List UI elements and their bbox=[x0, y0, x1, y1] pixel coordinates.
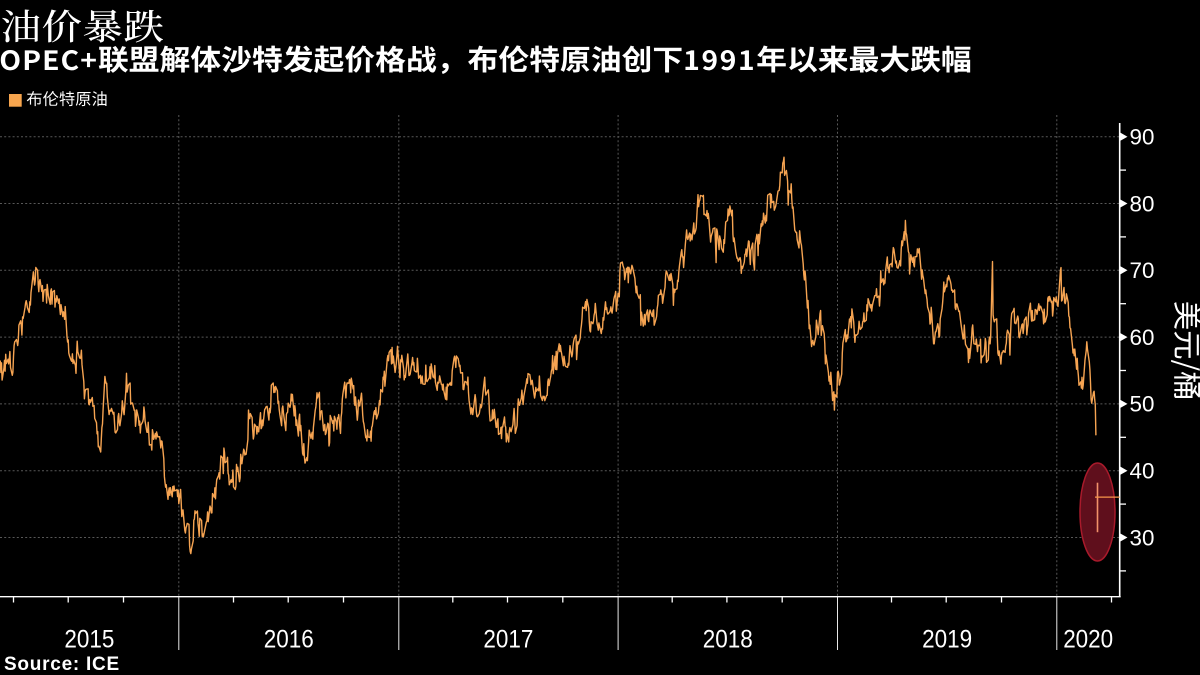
svg-text:2018: 2018 bbox=[703, 626, 753, 654]
svg-text:Source: ICE: Source: ICE bbox=[4, 654, 120, 675]
svg-text:2020: 2020 bbox=[1063, 626, 1113, 654]
svg-text:60: 60 bbox=[1130, 325, 1155, 350]
svg-text:2019: 2019 bbox=[922, 626, 972, 654]
svg-text:80: 80 bbox=[1130, 191, 1155, 216]
svg-text:40: 40 bbox=[1130, 459, 1155, 484]
svg-text:50: 50 bbox=[1130, 392, 1155, 417]
svg-text:30: 30 bbox=[1130, 525, 1155, 550]
svg-text:2016: 2016 bbox=[264, 626, 314, 654]
svg-text:90: 90 bbox=[1130, 125, 1155, 150]
svg-text:2015: 2015 bbox=[64, 626, 114, 654]
svg-text:2017: 2017 bbox=[483, 626, 533, 654]
svg-text:70: 70 bbox=[1130, 258, 1155, 283]
